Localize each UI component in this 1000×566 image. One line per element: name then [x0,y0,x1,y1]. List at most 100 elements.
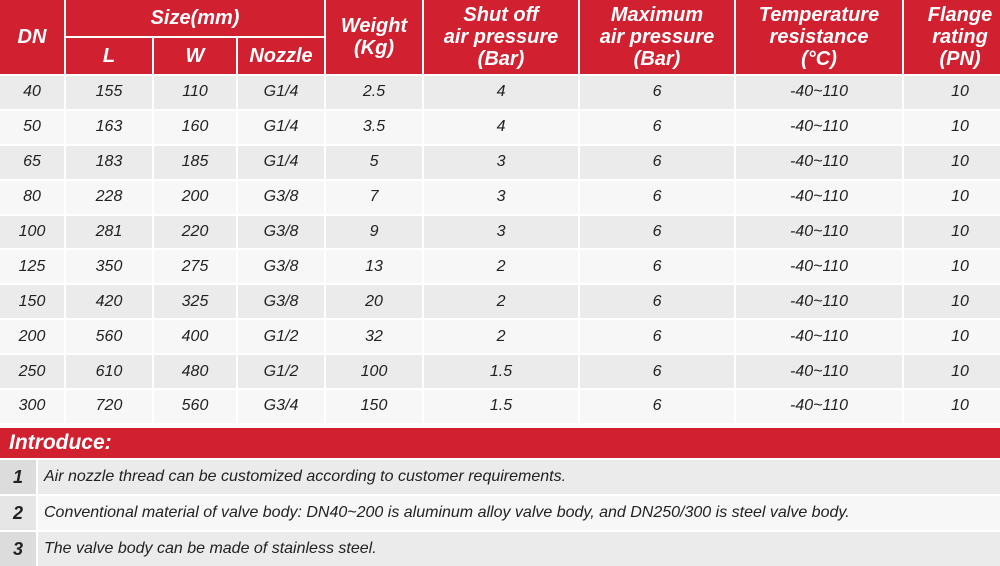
cell-width: 560 [154,390,236,423]
cell-max-pressure: 6 [580,76,735,109]
cell-max-pressure: 6 [580,145,735,179]
note-text: Air nozzle thread can be customized acco… [38,460,1000,494]
cell-width: 275 [154,250,236,284]
note-text: Conventional material of valve body: DN4… [38,496,1000,530]
cell-nozzle: G3/4 [238,390,325,423]
cell-width: 400 [154,320,236,354]
cell-nozzle: G1/4 [238,110,325,144]
cell-weight: 7 [326,180,423,214]
cell-shutoff-pressure: 2 [424,320,579,354]
header-max-pressure: Maximum air pressure (Bar) [580,0,735,74]
header-weight-line2: (Kg) [354,37,394,59]
cell-length: 610 [66,355,152,389]
cell-temperature: -40~110 [736,390,903,423]
cell-nozzle: G1/2 [238,355,325,389]
cell-weight: 9 [326,215,423,249]
cell-weight: 32 [326,320,423,354]
cell-weight: 5 [326,145,423,179]
cell-shutoff-pressure: 1.5 [424,390,579,423]
table-row: 80 228 200 G3/8 7 3 6 -40~110 10 [0,180,1000,214]
cell-flange-rating: 10 [904,215,1000,249]
header-length: L [66,38,152,74]
cell-dn: 300 [0,390,64,423]
header-shutoff-line1: Shut off [463,4,539,26]
cell-max-pressure: 6 [580,285,735,319]
cell-max-pressure: 6 [580,250,735,284]
cell-nozzle: G3/8 [238,215,325,249]
header-temp-line2: resistance [769,26,869,48]
cell-nozzle: G3/8 [238,250,325,284]
header-flange-line3: (PN) [939,48,981,70]
cell-length: 163 [66,110,152,144]
cell-width: 220 [154,215,236,249]
header-temperature: Temperature resistance (°C) [736,0,903,74]
cell-dn: 125 [0,250,64,284]
cell-dn: 200 [0,320,64,354]
cell-weight: 20 [326,285,423,319]
cell-weight: 100 [326,355,423,389]
cell-length: 183 [66,145,152,179]
header-maxp-line3: (Bar) [633,48,681,70]
header-size: Size(mm) [66,0,325,36]
cell-dn: 80 [0,180,64,214]
note-number: 2 [0,496,36,530]
cell-max-pressure: 6 [580,355,735,389]
note-number: 3 [0,532,36,566]
spec-table: DN Size(mm) Weight (Kg) Shut off air pre… [0,0,1000,423]
header-maxp-line2: air pressure [599,26,715,48]
note-row: 2 Conventional material of valve body: D… [0,496,1000,530]
header-temp-line3: (°C) [801,48,837,70]
table-row: 50 163 160 G1/4 3.5 4 6 -40~110 10 [0,110,1000,144]
cell-nozzle: G1/2 [238,320,325,354]
cell-temperature: -40~110 [736,250,903,284]
cell-nozzle: G3/8 [238,285,325,319]
cell-shutoff-pressure: 2 [424,250,579,284]
cell-temperature: -40~110 [736,76,903,109]
cell-flange-rating: 10 [904,250,1000,284]
header-shutoff-line3: (Bar) [477,48,525,70]
cell-flange-rating: 10 [904,320,1000,354]
cell-dn: 100 [0,215,64,249]
header-weight: Weight (Kg) [326,0,423,74]
cell-length: 155 [66,76,152,109]
cell-temperature: -40~110 [736,320,903,354]
cell-temperature: -40~110 [736,285,903,319]
cell-length: 350 [66,250,152,284]
cell-flange-rating: 10 [904,390,1000,423]
cell-weight: 2.5 [326,76,423,109]
header-shutoff-pressure: Shut off air pressure (Bar) [424,0,579,74]
header-shutoff-line2: air pressure [443,26,559,48]
cell-temperature: -40~110 [736,145,903,179]
note-row: 3 The valve body can be made of stainles… [0,532,1000,566]
table-row: 100 281 220 G3/8 9 3 6 -40~110 10 [0,215,1000,249]
cell-flange-rating: 10 [904,145,1000,179]
cell-shutoff-pressure: 3 [424,180,579,214]
cell-shutoff-pressure: 2 [424,285,579,319]
table-row: 300 720 560 G3/4 150 1.5 6 -40~110 10 [0,390,1000,423]
cell-max-pressure: 6 [580,180,735,214]
table-row: 125 350 275 G3/8 13 2 6 -40~110 10 [0,250,1000,284]
cell-width: 110 [154,76,236,109]
cell-length: 228 [66,180,152,214]
table-row: 250 610 480 G1/2 100 1.5 6 -40~110 10 [0,355,1000,389]
cell-weight: 3.5 [326,110,423,144]
note-number: 1 [0,460,36,494]
cell-length: 720 [66,390,152,423]
cell-max-pressure: 6 [580,320,735,354]
header-flange-line2: rating [932,26,988,48]
header-temp-line1: Temperature [758,4,880,26]
cell-shutoff-pressure: 4 [424,110,579,144]
cell-flange-rating: 10 [904,180,1000,214]
cell-max-pressure: 6 [580,215,735,249]
header-flange-rating: Flange rating (PN) [904,0,1000,74]
cell-temperature: -40~110 [736,215,903,249]
cell-nozzle: G3/8 [238,180,325,214]
cell-dn: 40 [0,76,64,109]
cell-weight: 13 [326,250,423,284]
header-weight-line1: Weight [340,15,408,37]
cell-shutoff-pressure: 1.5 [424,355,579,389]
introduce-heading: Introduce: [0,428,1000,458]
header-maxp-line1: Maximum [610,4,704,26]
cell-shutoff-pressure: 3 [424,145,579,179]
cell-flange-rating: 10 [904,110,1000,144]
